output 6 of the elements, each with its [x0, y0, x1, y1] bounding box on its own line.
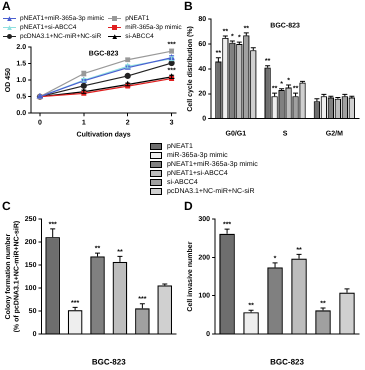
text: C [2, 199, 11, 213]
text: D [184, 199, 193, 213]
x-axis-title: BGC-823 [270, 357, 304, 366]
x-axis-title: BGC-823 [92, 357, 126, 366]
text: A [2, 0, 11, 13]
text: B [184, 0, 193, 13]
